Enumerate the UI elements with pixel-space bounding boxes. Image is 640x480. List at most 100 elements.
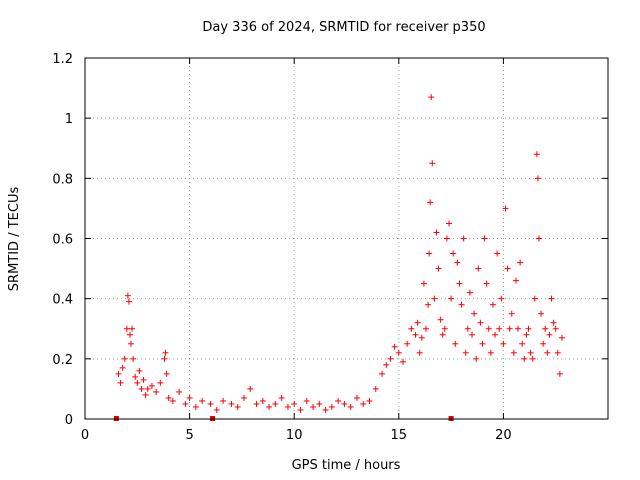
data-point	[546, 331, 553, 338]
data-point	[540, 340, 547, 347]
data-point	[395, 349, 402, 356]
data-point	[479, 340, 486, 347]
data-point	[391, 343, 398, 350]
y-tick-label: 0	[65, 413, 73, 428]
data-point	[433, 229, 440, 236]
grid-lines	[85, 58, 608, 419]
data-point	[446, 220, 453, 227]
data-point	[119, 364, 126, 371]
data-point	[534, 175, 541, 182]
data-point	[140, 376, 147, 383]
data-point	[427, 199, 434, 206]
data-point	[531, 295, 538, 302]
data-point	[510, 349, 517, 356]
data-point	[132, 373, 139, 380]
data-point	[469, 331, 476, 338]
data-point	[253, 400, 260, 407]
data-point	[297, 406, 304, 413]
data-point	[247, 385, 254, 392]
data-point	[448, 295, 455, 302]
data-point	[483, 280, 490, 287]
data-point	[278, 394, 285, 401]
data-point	[372, 385, 379, 392]
data-point	[341, 400, 348, 407]
data-point	[542, 325, 549, 332]
data-point	[310, 403, 317, 410]
data-point	[425, 301, 432, 308]
data-point	[347, 403, 354, 410]
x-tick-label: 15	[391, 428, 408, 443]
data-point	[554, 349, 561, 356]
data-point	[529, 355, 536, 362]
data-point	[418, 334, 425, 341]
data-point	[489, 301, 496, 308]
data-point	[487, 349, 494, 356]
data-point	[500, 340, 507, 347]
x-tick-labels: 0 5 10 15 20	[81, 428, 512, 443]
y-tick-label: 1	[65, 112, 73, 127]
data-point	[142, 391, 149, 398]
data-point	[291, 400, 298, 407]
data-point	[266, 403, 273, 410]
data-point	[220, 397, 227, 404]
data-point	[519, 340, 526, 347]
x-axis-label: GPS time / hours	[292, 458, 401, 473]
y-tick-label: 0.6	[52, 233, 73, 248]
data-point	[169, 397, 176, 404]
data-point	[399, 358, 406, 365]
y-tick-labels: 0 0.2 0.4 0.6 0.8 1 1.2	[52, 52, 73, 428]
data-point	[473, 355, 480, 362]
data-point	[163, 370, 170, 377]
x-tick-label: 5	[185, 428, 193, 443]
y-tick-label: 0.2	[52, 353, 73, 368]
data-point	[535, 235, 542, 242]
data-point	[494, 250, 501, 257]
data-point	[429, 160, 436, 167]
data-point	[316, 400, 323, 407]
data-point	[360, 400, 367, 407]
data-point	[517, 259, 524, 266]
data-point	[456, 280, 463, 287]
data-point	[426, 250, 433, 257]
data-point	[412, 331, 419, 338]
data-point	[462, 349, 469, 356]
data-point	[464, 325, 471, 332]
x-tick-label: 0	[81, 428, 89, 443]
data-point	[213, 406, 220, 413]
data-point	[121, 355, 128, 362]
data-point	[353, 394, 360, 401]
data-point	[550, 319, 557, 326]
data-point	[502, 205, 509, 212]
data-point	[207, 400, 214, 407]
data-point	[136, 367, 143, 374]
data-point	[523, 331, 530, 338]
data-point	[538, 310, 545, 317]
y-tick-label: 0.8	[52, 172, 73, 187]
data-point	[544, 349, 551, 356]
data-point	[506, 325, 513, 332]
data-point	[512, 277, 519, 284]
data-point	[176, 388, 183, 395]
data-point	[272, 400, 279, 407]
data-point	[186, 394, 193, 401]
data-point	[492, 331, 499, 338]
data-point	[498, 295, 505, 302]
data-point	[525, 325, 532, 332]
data-point	[379, 370, 386, 377]
data-point	[414, 319, 421, 326]
data-point	[527, 349, 534, 356]
data-point	[192, 403, 199, 410]
data-point	[477, 319, 484, 326]
data-point	[161, 355, 168, 362]
data-point	[115, 370, 122, 377]
data-point	[157, 379, 164, 386]
data-point	[228, 400, 235, 407]
data-point	[431, 295, 438, 302]
data-point	[552, 325, 559, 332]
data-point	[284, 403, 291, 410]
data-point	[335, 397, 342, 404]
data-point	[328, 403, 335, 410]
data-point	[117, 379, 124, 386]
data-point	[199, 397, 206, 404]
